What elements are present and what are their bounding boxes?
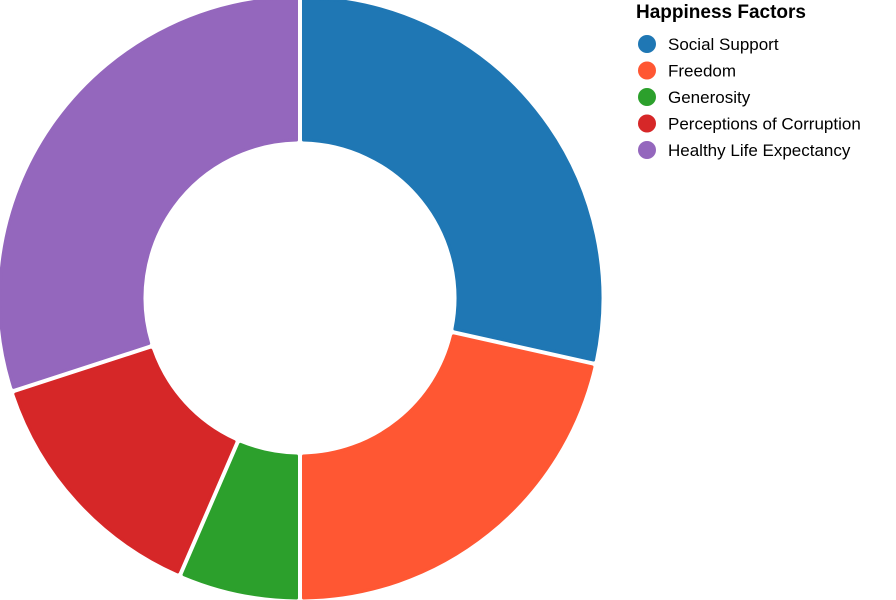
legend-item-healthy-life-expectancy[interactable]: Healthy Life Expectancy bbox=[638, 141, 851, 160]
slice-generosity[interactable] bbox=[182, 442, 298, 600]
legend-title: Happiness Factors bbox=[636, 2, 806, 23]
legend-swatch bbox=[638, 35, 656, 53]
legend-item-generosity[interactable]: Generosity bbox=[638, 88, 751, 107]
slice-social-support[interactable] bbox=[302, 0, 602, 362]
legend: Happiness Factors Social Support Freedom G… bbox=[636, 2, 861, 160]
slice-healthy-life-expectancy[interactable] bbox=[0, 0, 298, 389]
slice-freedom[interactable] bbox=[302, 334, 594, 600]
legend-label: Social Support bbox=[668, 35, 779, 54]
legend-label: Freedom bbox=[668, 62, 736, 81]
legend-item-social-support[interactable]: Social Support bbox=[638, 35, 779, 54]
legend-swatch bbox=[638, 88, 656, 106]
legend-item-perceptions-of-corruption[interactable]: Perceptions of Corruption bbox=[638, 114, 861, 134]
legend-swatch bbox=[638, 61, 656, 80]
legend-item-freedom[interactable]: Freedom bbox=[638, 61, 736, 81]
slice-perceptions-of-corruption[interactable] bbox=[14, 348, 236, 574]
legend-swatch bbox=[638, 114, 656, 133]
donut-slices bbox=[0, 0, 602, 600]
legend-label: Perceptions of Corruption bbox=[668, 115, 861, 134]
legend-swatch bbox=[638, 141, 656, 159]
legend-label: Healthy Life Expectancy bbox=[668, 141, 851, 160]
legend-label: Generosity bbox=[668, 88, 751, 107]
